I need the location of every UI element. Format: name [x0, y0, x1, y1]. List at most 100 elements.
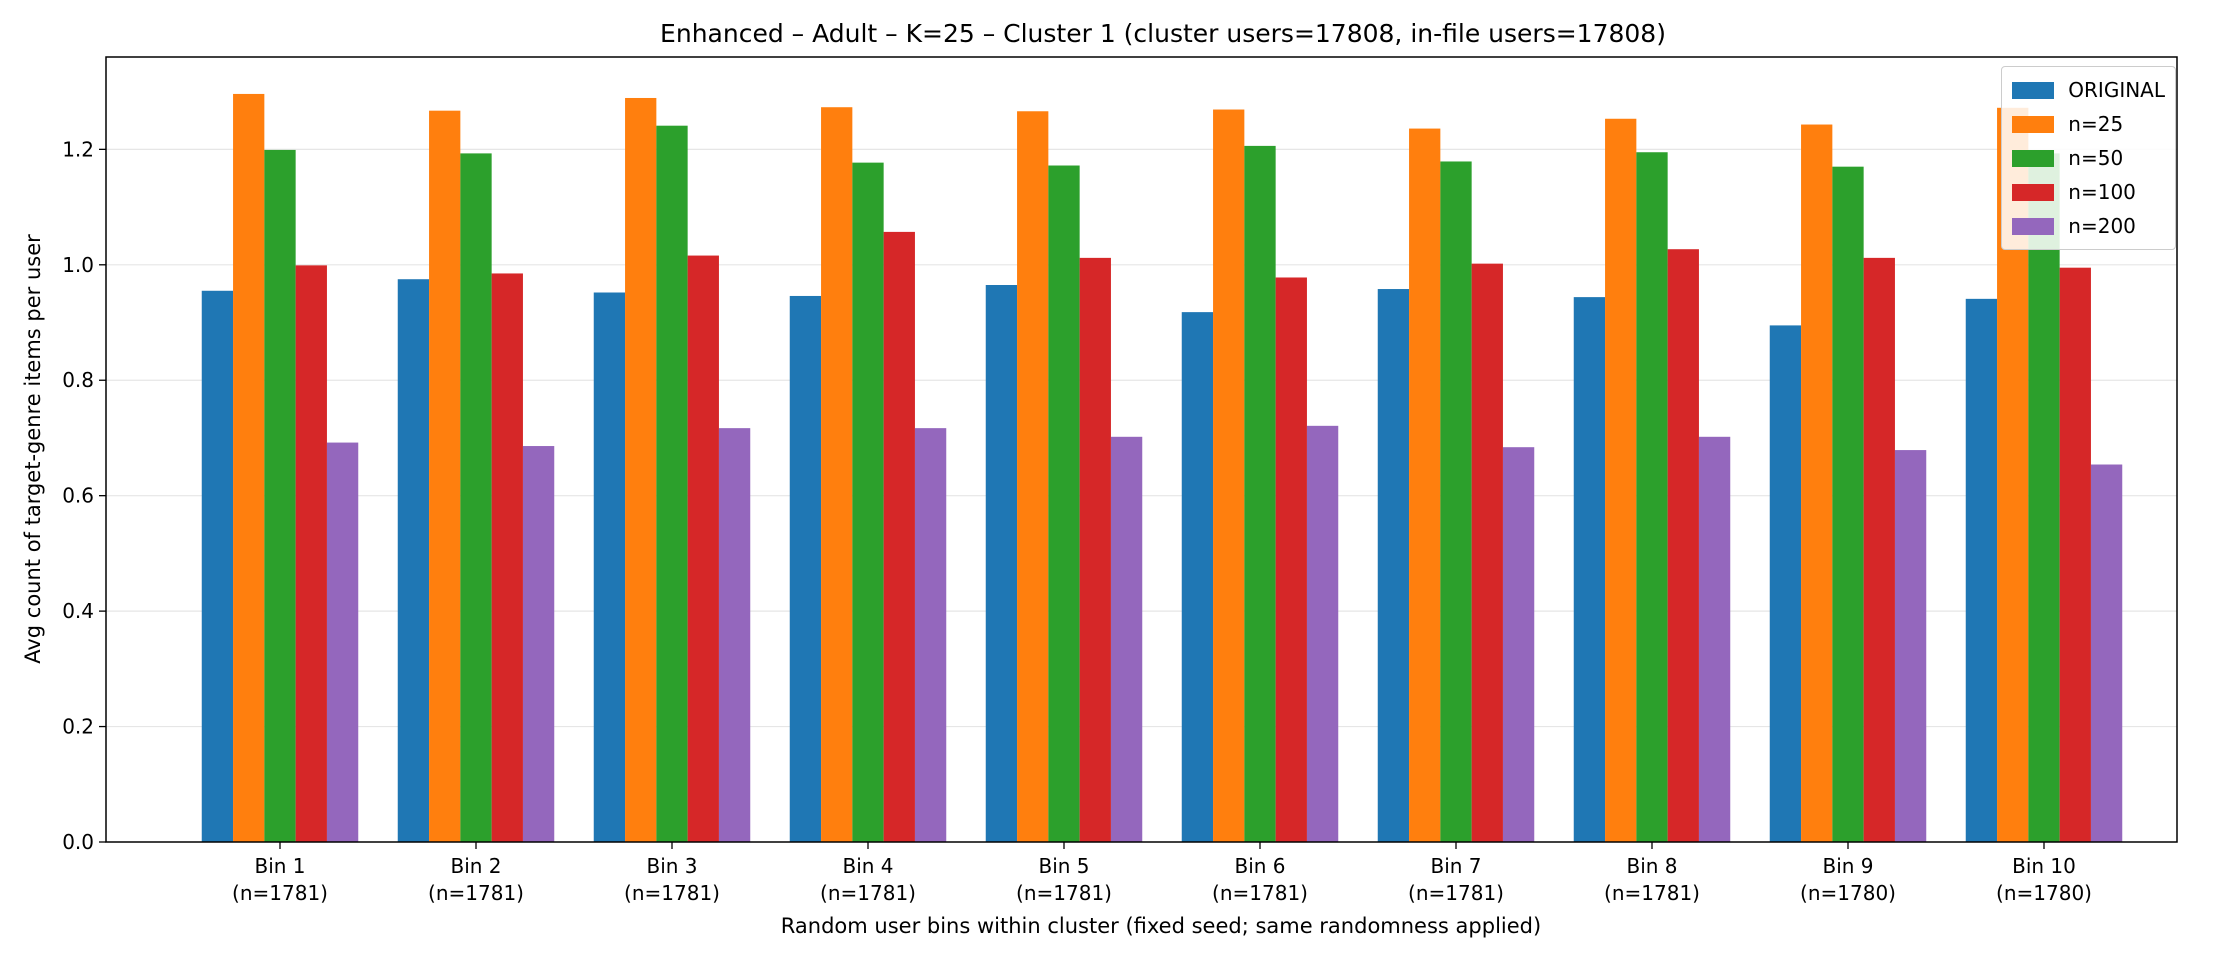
bar-original-bin-4: [789, 295, 822, 843]
x-tick-sublabel: (n=1781): [1212, 881, 1308, 905]
y-tick-label: 0.6: [62, 484, 94, 508]
legend: ORIGINAL n=25 n=50 n=100 n=200: [2001, 66, 2176, 250]
bar-n-100-bin-6: [1275, 277, 1307, 842]
bar-n-50-bin-5: [1048, 165, 1080, 842]
bar-n-25-bin-3: [625, 97, 657, 843]
x-tick-sublabel: (n=1781): [428, 881, 524, 905]
y-tick-label: 1.2: [62, 137, 94, 161]
bar-n-50-bin-2: [460, 153, 492, 842]
x-tick-label: Bin 8: [1626, 854, 1677, 878]
bar-n-25-bin-2: [429, 110, 461, 843]
legend-item: n=100: [2012, 175, 2165, 209]
x-axis-ticks: Bin 1 (n=1781) Bin 2 (n=1781) Bin 3 (n=1781) B…: [232, 842, 2092, 905]
bar-n-100-bin-4: [883, 231, 915, 842]
legend-swatch: [2012, 149, 2055, 167]
bar-n-25-bin-5: [1017, 111, 1049, 842]
bar-n-25-bin-9: [1801, 124, 1833, 842]
bar-n-100-bin-1: [295, 265, 327, 842]
bar-n-50-bin-3: [656, 125, 688, 842]
x-tick-sublabel: (n=1781): [820, 881, 916, 905]
x-tick-sublabel: (n=1781): [1408, 881, 1504, 905]
bar-original-bin-10: [1965, 298, 1998, 843]
y-tick-label: 0.4: [62, 599, 94, 623]
bar-original-bin-7: [1377, 289, 1410, 842]
bar-original-bin-3: [593, 292, 626, 842]
legend-label: n=25: [2068, 112, 2124, 136]
legend-swatch: [2012, 217, 2055, 235]
y-tick-label: 0.8: [62, 368, 94, 392]
y-tick-label: 1.0: [62, 253, 94, 277]
x-tick-sublabel: (n=1781): [232, 881, 328, 905]
bar-original-bin-2: [397, 279, 430, 843]
x-tick-label: Bin 7: [1430, 854, 1481, 878]
bar-n-200-bin-7: [1502, 447, 1535, 842]
x-tick-label: Bin 9: [1822, 854, 1873, 878]
legend-label: n=200: [2068, 214, 2136, 238]
y-tick-label: 0.2: [62, 715, 94, 739]
x-tick-sublabel: (n=1781): [1016, 881, 1112, 905]
bar-n-25-bin-6: [1213, 109, 1245, 842]
legend-label: n=100: [2068, 180, 2136, 204]
bar-original-bin-6: [1181, 312, 1214, 843]
bar-n-100-bin-8: [1667, 249, 1699, 842]
bar-n-50-bin-7: [1440, 161, 1472, 843]
x-tick-label: Bin 1: [254, 854, 305, 878]
chart-title: Enhanced – Adult – K=25 – Cluster 1 (clu…: [660, 19, 1666, 48]
bars: [201, 93, 2123, 843]
bar-n-200-bin-3: [718, 428, 751, 842]
legend-item: n=50: [2012, 141, 2165, 175]
bar-n-100-bin-7: [1471, 263, 1503, 842]
x-tick-sublabel: (n=1780): [1996, 881, 2092, 905]
bar-n-100-bin-9: [1863, 257, 1895, 842]
bar-n-200-bin-9: [1894, 450, 1927, 842]
plot-frame: [105, 56, 2178, 843]
bar-n-200-bin-4: [914, 428, 947, 842]
legend-item: n=200: [2012, 209, 2165, 243]
bar-n-100-bin-10: [2059, 267, 2091, 842]
bar-n-50-bin-8: [1636, 152, 1668, 843]
bar-n-25-bin-7: [1409, 128, 1441, 842]
x-tick-sublabel: (n=1780): [1800, 881, 1896, 905]
x-tick-sublabel: (n=1781): [624, 881, 720, 905]
bar-original-bin-9: [1769, 325, 1802, 842]
x-tick-label: Bin 3: [646, 854, 697, 878]
bar-n-200-bin-6: [1306, 425, 1339, 842]
legend-item: ORIGINAL: [2012, 73, 2165, 107]
x-axis-label: Random user bins within cluster (fixed s…: [781, 914, 1541, 938]
bar-n-25-bin-4: [821, 107, 853, 843]
bar-n-200-bin-2: [522, 446, 555, 842]
y-tick-label: 0.0: [62, 830, 94, 854]
y-axis-label: Avg count of target-genre items per user: [21, 234, 45, 664]
bar-n-100-bin-2: [491, 273, 523, 842]
bar-n-50-bin-4: [852, 162, 884, 842]
bar-n-200-bin-10: [2090, 464, 2123, 842]
bar-n-50-bin-9: [1832, 166, 1864, 843]
bar-original-bin-1: [201, 290, 234, 842]
bar-original-bin-5: [985, 285, 1018, 842]
x-tick-label: Bin 4: [842, 854, 893, 878]
bar-n-100-bin-3: [687, 255, 719, 842]
bar-n-50-bin-1: [264, 149, 296, 842]
legend-swatch: [2012, 115, 2055, 133]
bar-n-25-bin-1: [233, 93, 265, 842]
bar-n-200-bin-5: [1110, 436, 1143, 842]
bar-n-50-bin-10: [2028, 153, 2060, 842]
bar-n-200-bin-1: [326, 442, 359, 842]
y-axis-ticks: 0.0 0.2 0.4 0.6 0.8 1.0 1.2: [62, 137, 106, 854]
x-tick-label: Bin 2: [450, 854, 501, 878]
legend-swatch: [2012, 81, 2055, 99]
x-tick-sublabel: (n=1781): [1604, 881, 1700, 905]
legend-label: n=50: [2068, 146, 2124, 170]
bar-n-100-bin-5: [1079, 257, 1111, 842]
bar-n-200-bin-8: [1698, 436, 1731, 842]
legend-swatch: [2012, 183, 2055, 201]
legend-label: ORIGINAL: [2068, 78, 2165, 102]
x-tick-label: Bin 10: [2012, 854, 2076, 878]
x-tick-label: Bin 5: [1038, 854, 1089, 878]
bar-original-bin-8: [1573, 297, 1606, 842]
bar-n-25-bin-8: [1605, 118, 1637, 842]
x-tick-label: Bin 6: [1234, 854, 1285, 878]
bar-n-50-bin-6: [1244, 145, 1276, 842]
